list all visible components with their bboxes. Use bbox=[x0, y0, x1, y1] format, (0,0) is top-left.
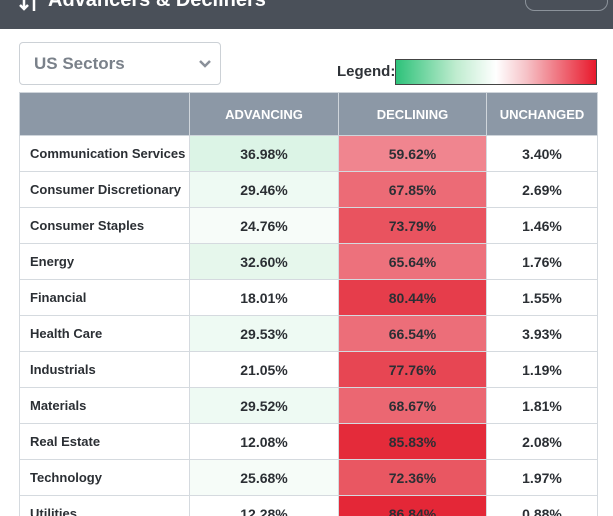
advancing-cell: 29.52% bbox=[189, 387, 339, 424]
advancing-cell: 24.76% bbox=[189, 207, 339, 244]
unchanged-cell: 2.69% bbox=[486, 171, 598, 208]
sort-arrows-icon bbox=[19, 0, 36, 11]
table-row[interactable]: Real Estate 12.08% 85.83% 2.08% bbox=[19, 423, 598, 460]
header-bar: Advancers & Decliners bbox=[0, 0, 613, 29]
sector-name-cell: Energy bbox=[19, 243, 190, 280]
sector-name-cell: Industrials bbox=[19, 351, 190, 388]
advancing-cell: 29.46% bbox=[189, 171, 339, 208]
table-row[interactable]: Energy 32.60% 65.64% 1.76% bbox=[19, 243, 598, 280]
sector-name-cell: Consumer Staples bbox=[19, 207, 190, 244]
table-body: Communication Services 36.98% 59.62% 3.40% C… bbox=[19, 135, 598, 516]
unchanged-cell: 1.97% bbox=[486, 459, 598, 496]
sector-name-cell: Materials bbox=[19, 387, 190, 424]
declining-cell: 68.67% bbox=[338, 387, 487, 424]
page-title: Advancers & Decliners bbox=[48, 0, 266, 11]
table-row[interactable]: Health Care 29.53% 66.54% 3.93% bbox=[19, 315, 598, 352]
advancers-decliners-table: ADVANCING DECLINING UNCHANGED Communicat… bbox=[19, 92, 598, 516]
sector-name-cell: Financial bbox=[19, 279, 190, 316]
advancing-cell: 12.28% bbox=[189, 495, 339, 516]
declining-cell: 65.64% bbox=[338, 243, 487, 280]
table-row[interactable]: Industrials 21.05% 77.76% 1.19% bbox=[19, 351, 598, 388]
table-row[interactable]: Utilities 12.28% 86.84% 0.88% bbox=[19, 495, 598, 516]
unchanged-cell: 3.40% bbox=[486, 135, 598, 172]
table-row[interactable]: Communication Services 36.98% 59.62% 3.40% bbox=[19, 135, 598, 172]
advancing-cell: 29.53% bbox=[189, 315, 339, 352]
unchanged-cell: 1.46% bbox=[486, 207, 598, 244]
table-row[interactable]: Financial 18.01% 80.44% 1.55% bbox=[19, 279, 598, 316]
table-row[interactable]: Consumer Staples 24.76% 73.79% 1.46% bbox=[19, 207, 598, 244]
declining-cell: 86.84% bbox=[338, 495, 487, 516]
unchanged-cell: 1.19% bbox=[486, 351, 598, 388]
unchanged-cell: 1.81% bbox=[486, 387, 598, 424]
unchanged-cell: 0.88% bbox=[486, 495, 598, 516]
advancing-cell: 25.68% bbox=[189, 459, 339, 496]
header-button[interactable] bbox=[525, 0, 608, 11]
sector-group-select-value: US Sectors bbox=[34, 54, 125, 73]
unchanged-cell: 1.76% bbox=[486, 243, 598, 280]
sector-name-cell: Communication Services bbox=[19, 135, 190, 172]
declining-cell: 72.36% bbox=[338, 459, 487, 496]
sector-group-select[interactable]: US Sectors bbox=[19, 42, 221, 85]
legend-color-scale bbox=[395, 59, 597, 85]
declining-cell: 77.76% bbox=[338, 351, 487, 388]
advancing-cell: 36.98% bbox=[189, 135, 339, 172]
sector-name-cell: Health Care bbox=[19, 315, 190, 352]
table-row[interactable]: Consumer Discretionary 29.46% 67.85% 2.69% bbox=[19, 171, 598, 208]
advancing-cell: 32.60% bbox=[189, 243, 339, 280]
sector-name-cell: Consumer Discretionary bbox=[19, 171, 190, 208]
advancing-cell: 12.08% bbox=[189, 423, 339, 460]
column-header-declining[interactable]: DECLINING bbox=[338, 92, 487, 136]
table-row[interactable]: Materials 29.52% 68.67% 1.81% bbox=[19, 387, 598, 424]
column-header-sector bbox=[19, 92, 190, 136]
table-header-row: ADVANCING DECLINING UNCHANGED bbox=[19, 92, 598, 136]
declining-cell: 67.85% bbox=[338, 171, 487, 208]
sector-name-cell: Technology bbox=[19, 459, 190, 496]
declining-cell: 80.44% bbox=[338, 279, 487, 316]
unchanged-cell: 3.93% bbox=[486, 315, 598, 352]
legend-label: Legend: bbox=[337, 63, 396, 80]
unchanged-cell: 2.08% bbox=[486, 423, 598, 460]
sector-name-cell: Utilities bbox=[19, 495, 190, 516]
declining-cell: 59.62% bbox=[338, 135, 487, 172]
advancing-cell: 21.05% bbox=[189, 351, 339, 388]
declining-cell: 73.79% bbox=[338, 207, 487, 244]
unchanged-cell: 1.55% bbox=[486, 279, 598, 316]
column-header-advancing[interactable]: ADVANCING bbox=[189, 92, 339, 136]
column-header-unchanged[interactable]: UNCHANGED bbox=[486, 92, 598, 136]
declining-cell: 85.83% bbox=[338, 423, 487, 460]
advancing-cell: 18.01% bbox=[189, 279, 339, 316]
chevron-down-icon bbox=[199, 60, 211, 68]
declining-cell: 66.54% bbox=[338, 315, 487, 352]
table-row[interactable]: Technology 25.68% 72.36% 1.97% bbox=[19, 459, 598, 496]
sector-name-cell: Real Estate bbox=[19, 423, 190, 460]
